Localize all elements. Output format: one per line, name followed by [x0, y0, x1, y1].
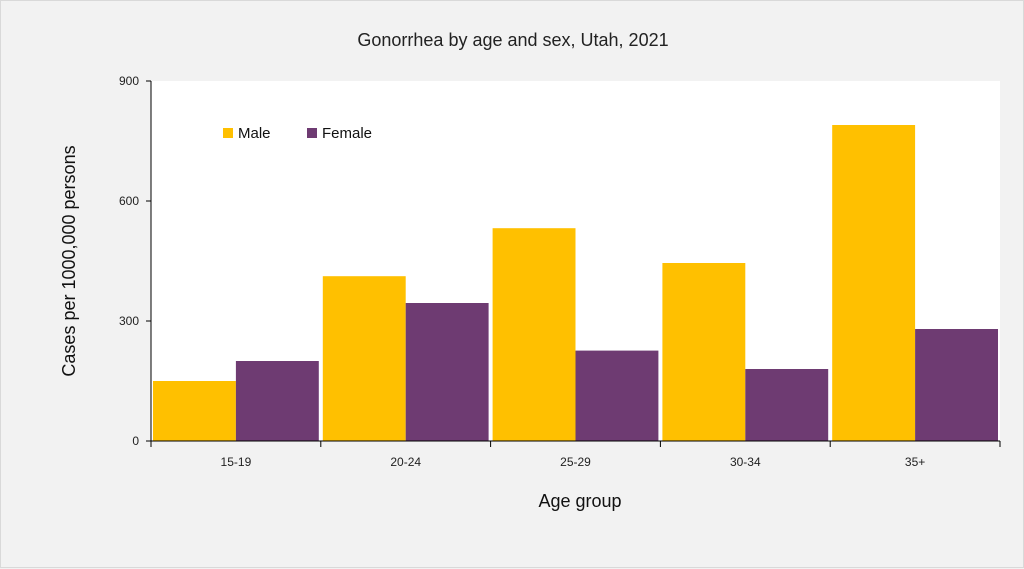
bar-female-25-29	[575, 350, 659, 441]
bars-group	[153, 125, 998, 441]
bar-male-20-24	[322, 276, 406, 441]
legend-swatch-male	[223, 128, 233, 138]
y-tick-label: 900	[119, 74, 139, 88]
bar-male-25-29	[492, 228, 576, 441]
legend-swatch-female	[307, 128, 317, 138]
x-tick-label: 15-19	[221, 455, 252, 469]
x-axis-title: Age group	[538, 491, 621, 511]
bar-male-30-34	[662, 263, 746, 441]
axes-group: 0 300 600 900 15-19 20-24 25-29 30-34 35+	[119, 74, 1001, 469]
legend-label-male: Male	[238, 125, 271, 142]
bar-female-20-24	[405, 303, 489, 441]
bar-female-30-34	[745, 369, 829, 441]
y-tick-label: 600	[119, 194, 139, 208]
x-tick-label: 30-34	[730, 455, 761, 469]
y-axis-title: Cases per 1000,000 persons	[59, 145, 79, 376]
legend: Male Female	[223, 125, 372, 142]
bar-male-35+	[832, 125, 916, 441]
legend-label-female: Female	[322, 125, 372, 142]
x-tick-label: 20-24	[390, 455, 421, 469]
y-tick-label: 300	[119, 314, 139, 328]
chart-title: Gonorrhea by age and sex, Utah, 2021	[357, 30, 668, 50]
bar-male-15-19	[153, 381, 236, 441]
bar-female-15-19	[235, 361, 319, 441]
bar-female-35+	[915, 329, 998, 441]
x-tick-label: 35+	[905, 455, 925, 469]
y-tick-label: 0	[132, 434, 139, 448]
x-tick-label: 25-29	[560, 455, 591, 469]
